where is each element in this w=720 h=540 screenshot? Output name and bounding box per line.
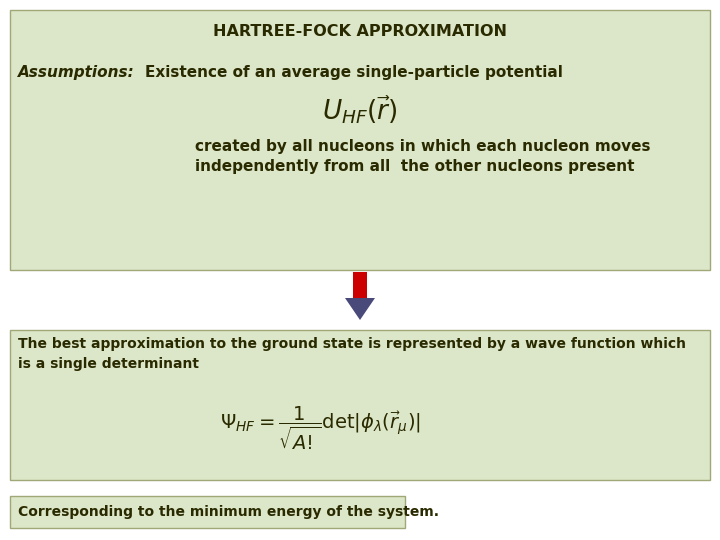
- Text: created by all nucleons in which each nucleon moves: created by all nucleons in which each nu…: [195, 139, 650, 154]
- Bar: [10, 10, 710, 270]
- Bar: [10, 496, 405, 528]
- Text: $U_{HF}(\vec{r})$: $U_{HF}(\vec{r})$: [322, 94, 398, 126]
- FancyArrow shape: [345, 298, 375, 320]
- Text: Corresponding to the minimum energy of the system.: Corresponding to the minimum energy of t…: [18, 505, 439, 519]
- Text: Existence of an average single-particle potential: Existence of an average single-particle …: [145, 64, 563, 79]
- Text: Assumptions:: Assumptions:: [18, 64, 135, 79]
- Text: independently from all  the other nucleons present: independently from all the other nucleon…: [195, 159, 634, 174]
- Text: is a single determinant: is a single determinant: [18, 357, 199, 371]
- Text: $\Psi_{HF} = \dfrac{1}{\sqrt{A!}} \det |\phi_{\lambda}(\vec{r}_{\mu})|$: $\Psi_{HF} = \dfrac{1}{\sqrt{A!}} \det |…: [220, 404, 420, 451]
- Text: HARTREE-FOCK APPROXIMATION: HARTREE-FOCK APPROXIMATION: [213, 24, 507, 39]
- Bar: [353, 272, 367, 302]
- Bar: [10, 330, 710, 480]
- Text: The best approximation to the ground state is represented by a wave function whi: The best approximation to the ground sta…: [18, 337, 686, 351]
